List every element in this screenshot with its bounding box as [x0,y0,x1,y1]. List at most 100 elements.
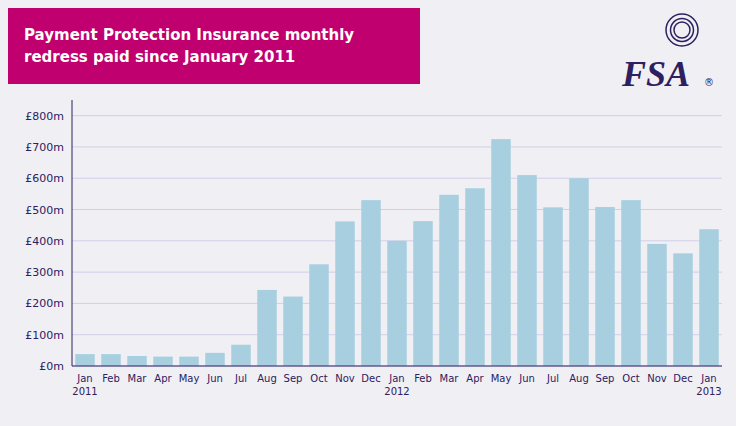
text-line: Apr [154,373,172,384]
bar [543,207,563,366]
y-tick-label: £600m [25,172,64,185]
logo-ring [666,14,698,46]
y-tick-label: £300m [25,266,64,279]
bar [127,356,147,366]
bar [673,253,693,366]
logo-ring [671,19,694,42]
chart: Payment Protection Insurance monthly redr… [0,0,736,426]
bars [75,139,719,366]
x-tick-label: Jan 2013 [696,373,721,397]
y-tick-label: £100m [25,329,64,342]
logo: FSA ® [621,14,714,94]
bar [517,175,537,366]
x-tick-label: Jun [206,373,223,384]
y-tick-label: £400m [25,235,64,248]
text-line: Feb [414,373,432,384]
text-line: Payment Protection Insurance monthly [24,26,354,44]
x-tick-label: Dec [673,373,692,384]
title: Payment Protection Insurance monthly redr… [24,26,354,66]
text-line: Jun [518,373,535,384]
text-line: Jul [234,373,247,384]
y-tick-label: £200m [25,297,64,310]
title-box [8,8,420,84]
x-tick-label: Sep [284,373,303,384]
grid-line [72,178,722,179]
text-line: Sep [284,373,303,384]
x-tick-label: May [179,373,200,384]
text-line: Dec [673,373,692,384]
text-line: Nov [335,373,355,384]
bar [361,200,381,366]
bar [205,353,225,366]
bar [413,221,433,366]
text-line: Jul [546,373,559,384]
text-line: Jan [700,373,716,384]
bar [153,357,173,366]
x-tick-label: Jan 2012 [384,373,409,397]
x-tick-label: Mar [128,373,148,384]
x-tick-label: May [491,373,512,384]
x-tick-label: Aug [257,373,277,384]
y-tick-label: £800m [25,110,64,123]
x-tick-label: Apr [466,373,484,384]
bar [75,354,95,366]
bar [491,139,511,366]
x-tick-label: Aug [569,373,589,384]
text-line: Aug [257,373,277,384]
text-line: Jun [206,373,223,384]
bar [101,354,121,366]
text-line: Oct [310,373,327,384]
y-tick-label: £700m [25,141,64,154]
bar [231,345,251,366]
y-tick-label: £500m [25,204,64,217]
text-line: Oct [622,373,639,384]
x-tick-label: Jan 2011 [72,373,97,397]
text-line: Sep [596,373,615,384]
text-line: Feb [102,373,120,384]
logo-ring [674,22,690,38]
text-line: Jan [388,373,404,384]
text-line: 2012 [384,386,409,397]
y-tick-label: £0m [39,360,64,373]
text-line: May [491,373,512,384]
bar [595,207,615,366]
text-line: Apr [466,373,484,384]
x-tick-label: Nov [647,373,667,384]
x-tick-label: Feb [102,373,120,384]
background [0,0,736,426]
x-tick-label: Oct [310,373,327,384]
bar [179,357,199,366]
x-tick-label: Jun [518,373,535,384]
text-line: 2011 [72,386,97,397]
x-tick-label: Oct [622,373,639,384]
text-line: Jan [76,373,92,384]
text-line: May [179,373,200,384]
bar [621,200,641,366]
annotation: ® [704,77,714,88]
annotation: FSA [621,54,690,94]
x-tick-label: Feb [414,373,432,384]
x-axis-line [72,365,722,366]
bar [387,241,407,366]
text-line: Nov [647,373,667,384]
x-tick-label: Jul [546,373,559,384]
text-line: Mar [440,373,460,384]
text-line: 2013 [696,386,721,397]
text-line: Mar [128,373,148,384]
bar [257,290,277,366]
grid-line [72,115,722,116]
bar [465,188,485,366]
bar [309,264,329,366]
bar [569,178,589,366]
text-line: redress paid since January 2011 [24,48,295,66]
grid-line [72,146,722,147]
bar [283,297,303,366]
grid [72,116,722,366]
bar [439,195,459,366]
bar [335,221,355,366]
x-tick-label: Jul [234,373,247,384]
x-tick-label: Nov [335,373,355,384]
bar [699,229,719,366]
y-axis-line [72,100,73,366]
x-tick-label: Apr [154,373,172,384]
